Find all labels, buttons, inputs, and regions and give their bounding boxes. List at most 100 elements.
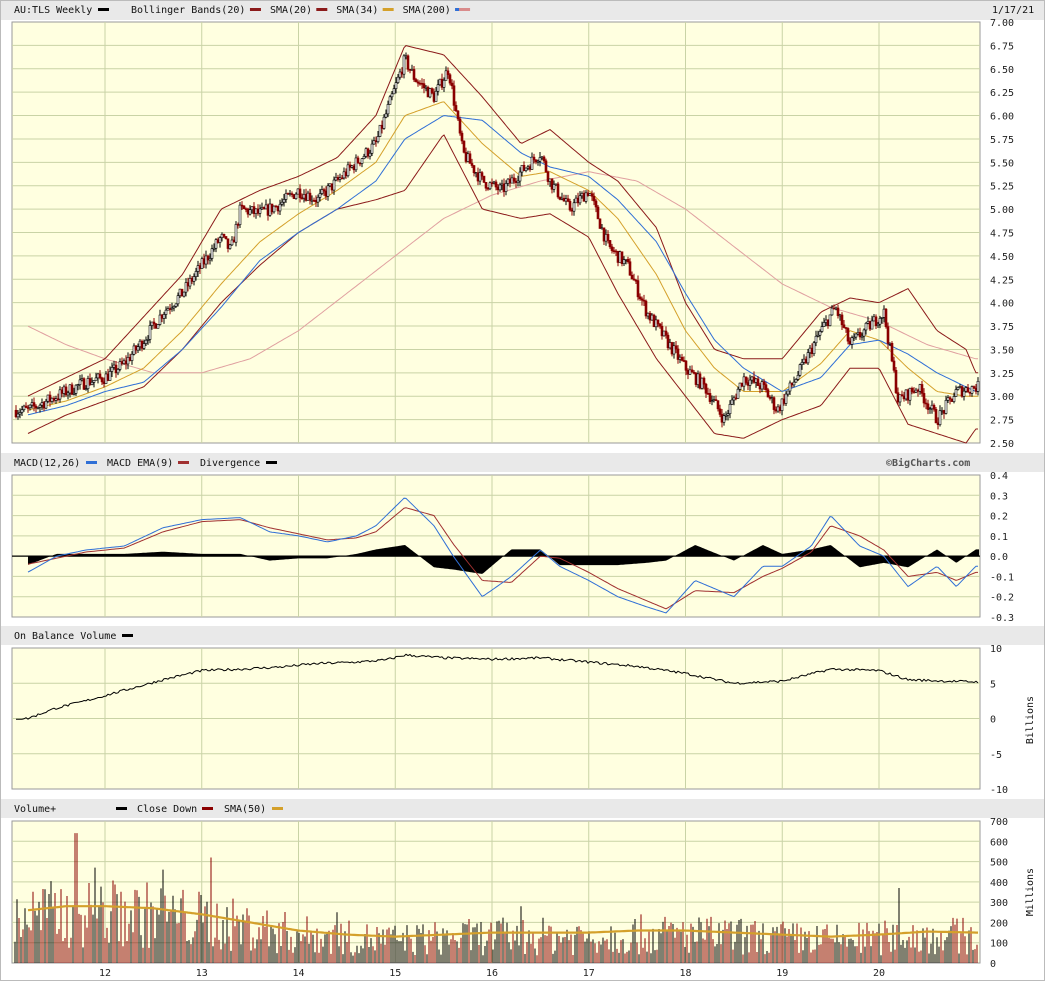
candle-body (212, 247, 216, 250)
y-tick-label: 300 (990, 898, 1008, 909)
candle-body (210, 248, 214, 259)
candle-body (72, 393, 76, 395)
candle-body (862, 329, 866, 337)
y-tick-label: 5.25 (990, 182, 1014, 193)
candle-body (258, 208, 262, 214)
candle-body (962, 390, 966, 397)
candle-body (542, 156, 546, 162)
candle-body (278, 203, 282, 212)
candle-body (910, 387, 914, 392)
candle-body (362, 156, 366, 159)
watermark: ©BigCharts.com (886, 457, 970, 469)
candle-body (938, 410, 942, 425)
y-tick-label: -10 (990, 785, 1008, 796)
candle-body (480, 172, 484, 177)
candle-body (64, 386, 68, 396)
candle-body (674, 345, 678, 350)
legend-swatch (459, 8, 471, 11)
candle-body (572, 202, 576, 212)
candle-body (146, 339, 150, 341)
candle-body (282, 199, 286, 203)
candle-body (172, 306, 176, 309)
candle-body (340, 177, 344, 180)
candle-body (704, 383, 708, 394)
candle-body (606, 234, 610, 241)
bollinger-upper-line (27, 45, 978, 397)
candle-body (878, 318, 882, 325)
candle-body (610, 246, 614, 251)
candle-body (122, 360, 126, 364)
candle-body (898, 394, 902, 403)
candle-body (530, 156, 534, 170)
candle-body (806, 352, 810, 364)
candle-body (372, 140, 376, 145)
candle-body (198, 265, 202, 269)
obv-line (15, 653, 979, 720)
y-tick-label: 5 (990, 679, 996, 690)
candle-body (656, 319, 660, 325)
candle-body (164, 309, 168, 315)
candle-body (710, 400, 714, 402)
x-tick-label: 18 (680, 968, 692, 979)
candle-body (176, 295, 180, 305)
candle-body (456, 110, 460, 120)
candle-body (664, 330, 668, 336)
y-tick-label: 3.75 (990, 322, 1014, 333)
candle-body (736, 388, 740, 399)
candle-body (378, 124, 382, 137)
candle-body (620, 251, 624, 264)
candle-body (188, 278, 192, 287)
candle-body (820, 326, 824, 332)
candle-body (162, 314, 166, 319)
sma34-line (27, 101, 978, 411)
candle-body (830, 307, 834, 316)
candle-body (622, 259, 626, 264)
candle-body (816, 334, 820, 337)
candle-body (14, 409, 18, 418)
candle-body (368, 152, 372, 157)
candle-body (596, 206, 600, 220)
y-tick-label: 0.0 (990, 552, 1008, 563)
y-tick-label: 0.2 (990, 512, 1008, 523)
candle-body (360, 158, 364, 164)
sma-blue-line (27, 115, 978, 416)
candle-body (242, 205, 246, 209)
candle-body (894, 370, 898, 393)
candle-body (760, 381, 764, 390)
x-tick-label: 15 (389, 968, 401, 979)
candle-body (140, 340, 144, 349)
candle-body (726, 413, 730, 416)
candle-body (722, 415, 726, 423)
y-tick-label: 100 (990, 939, 1008, 950)
candle-body (976, 380, 980, 392)
candle-body (78, 379, 82, 385)
candle-body (96, 373, 100, 379)
candle-body (636, 280, 640, 298)
candle-body (354, 157, 358, 171)
candle-body (724, 414, 728, 417)
candle-body (130, 353, 134, 361)
obv-title: On Balance Volume (14, 631, 116, 642)
candle-body (384, 113, 388, 118)
candle-body (436, 84, 440, 92)
candle-body (190, 278, 194, 282)
candle-body (900, 394, 904, 397)
candle-body (32, 402, 36, 407)
y-tick-label: -5 (990, 750, 1002, 761)
candle-body (932, 404, 936, 410)
candle-body (970, 386, 974, 394)
candle-body (812, 342, 816, 355)
candle-body (158, 314, 162, 325)
candle-body (798, 364, 802, 376)
candle-body (762, 381, 766, 385)
candle-body (220, 233, 224, 238)
y-tick-label: 4.75 (990, 229, 1014, 240)
candle-body (108, 371, 112, 381)
candle-body (890, 342, 894, 362)
candle-body (880, 317, 884, 319)
candle-body (382, 116, 386, 129)
candle-body (478, 172, 482, 182)
candle-body (250, 206, 254, 211)
candle-body (226, 238, 230, 249)
candle-body (512, 177, 516, 182)
